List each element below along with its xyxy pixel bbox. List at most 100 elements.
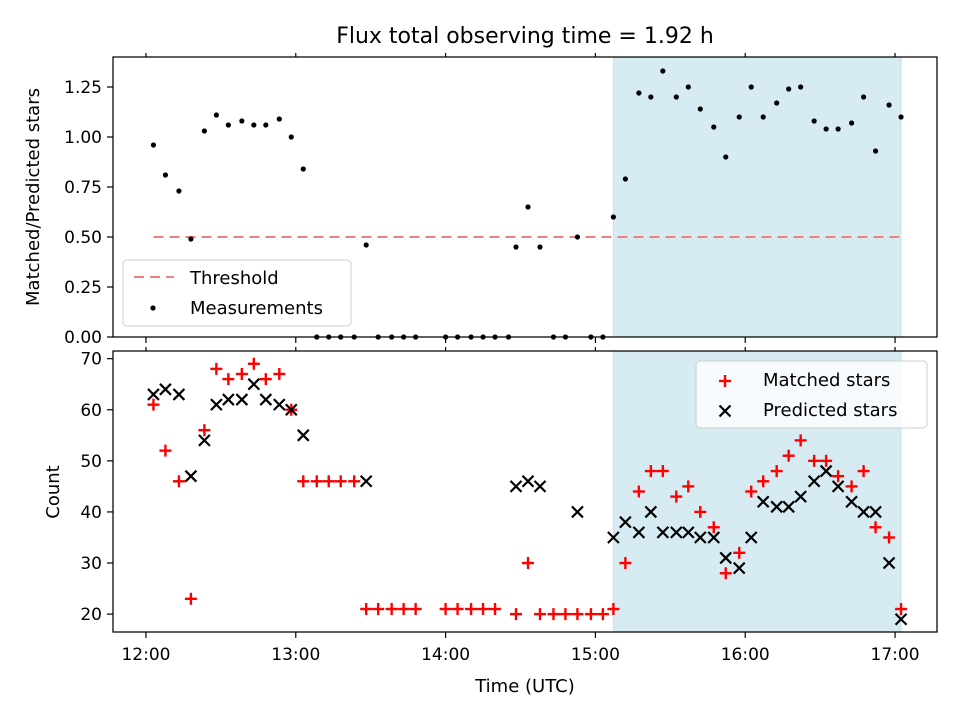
predicted-point	[571, 505, 584, 519]
predicted-point	[296, 429, 310, 442]
measurement-point	[636, 90, 642, 96]
matched-point	[857, 465, 870, 478]
legend-measurements-label: Measurements	[190, 298, 323, 319]
matched-point	[210, 362, 223, 375]
matched-point	[607, 603, 620, 616]
predicted-point	[285, 403, 298, 417]
measurement-point	[513, 244, 519, 250]
x-tick-label: 13:00	[271, 645, 320, 665]
measurement-point	[537, 244, 543, 250]
predicted-point	[147, 388, 160, 401]
measurement-point	[363, 242, 369, 248]
matched-point	[547, 608, 560, 621]
measurement-point	[760, 114, 766, 120]
matched-point	[409, 603, 422, 616]
predicted-point	[533, 480, 547, 493]
legend-predicted-swatch	[718, 404, 732, 418]
x-tick-label: 12:00	[121, 645, 170, 665]
x-tick-label: 17:00	[871, 645, 920, 665]
x-tick-label: 14:00	[421, 645, 470, 665]
predicted-point	[756, 495, 770, 508]
matched-point	[397, 603, 410, 616]
top-axes-frame	[112, 56, 938, 338]
matched-point	[782, 449, 795, 462]
measurement-point	[150, 142, 157, 148]
measurement-point	[622, 176, 628, 182]
predicted-point	[172, 388, 186, 401]
matched-point	[451, 603, 464, 616]
predicted-point	[682, 526, 695, 539]
measurement-point	[610, 214, 616, 220]
bottom-legend: Matched stars Predicted stars	[695, 360, 928, 429]
chart-title: Flux total observing time = 1.92 h	[336, 24, 714, 49]
predicted-point	[732, 561, 746, 575]
predicted-point	[831, 480, 845, 493]
measurement-point	[711, 124, 717, 130]
measurement-point	[774, 100, 780, 106]
matched-point	[322, 475, 335, 488]
measurement-point	[263, 122, 269, 128]
measurement-point	[239, 118, 245, 124]
measurement-point	[811, 118, 817, 124]
legend-predicted-label: Predicted stars	[763, 400, 897, 421]
predicted-point	[819, 464, 833, 478]
matched-point	[198, 424, 211, 437]
matched-point	[808, 454, 821, 467]
top-legend-box	[122, 259, 352, 327]
legend-matched-swatch	[719, 375, 731, 387]
matched-point	[533, 608, 546, 621]
matched-point	[820, 454, 833, 467]
matched-point	[147, 398, 160, 411]
matched-point	[632, 485, 645, 498]
predicted-point	[845, 495, 858, 508]
legend-measurements-swatch	[150, 305, 156, 311]
top-y-label: Matched/Predicted stars	[23, 88, 44, 306]
matched-point	[644, 465, 657, 478]
measurement-point	[835, 126, 841, 132]
predicted-point	[644, 505, 658, 519]
measurement-point	[660, 68, 666, 74]
top-x-ticks	[145, 53, 896, 343]
measurement-point	[251, 122, 257, 128]
bottom-panel: 20 30 40 50 60 70 12:00 13:00 14:00 15:00 16:00 17…	[43, 347, 938, 697]
matched-point	[259, 373, 272, 386]
predicted-point	[273, 398, 286, 411]
measurement-point	[201, 128, 207, 134]
predicted-point	[619, 515, 632, 529]
measurement-point	[673, 94, 679, 100]
matched-point	[310, 475, 323, 488]
matched-point	[334, 475, 347, 488]
bottom-legend-box	[695, 360, 928, 429]
measurement-point	[574, 234, 581, 240]
matched-point	[733, 546, 746, 559]
measurement-point	[823, 126, 829, 132]
predicted-point	[184, 469, 198, 483]
predicted-point	[235, 393, 249, 406]
measurement-point	[898, 114, 904, 120]
predicted-point	[521, 475, 535, 488]
matched-point	[694, 505, 707, 518]
matched-point	[794, 434, 807, 447]
predicted-point	[259, 393, 273, 406]
matched-point	[869, 521, 882, 534]
predicted-point	[509, 480, 523, 493]
measurement-point	[300, 166, 306, 172]
predicted-point	[656, 526, 670, 539]
matched-point	[596, 608, 609, 621]
matched-point	[559, 608, 572, 621]
legend-threshold-label: Threshold	[189, 268, 279, 289]
matched-point	[273, 367, 286, 380]
measurement-point	[213, 112, 219, 118]
matched-point	[159, 444, 172, 457]
measurement-point	[225, 122, 231, 128]
matched-point	[770, 465, 783, 478]
matched-point	[682, 480, 695, 493]
matched-point	[385, 603, 398, 616]
measurement-point	[176, 188, 182, 194]
matched-point	[845, 480, 858, 493]
top-y-tick-label: 0.00	[64, 328, 102, 348]
top-y-tick-label: 0.25	[64, 278, 102, 298]
predicted-point	[869, 505, 882, 519]
x-tick-label: 15:00	[571, 645, 620, 665]
